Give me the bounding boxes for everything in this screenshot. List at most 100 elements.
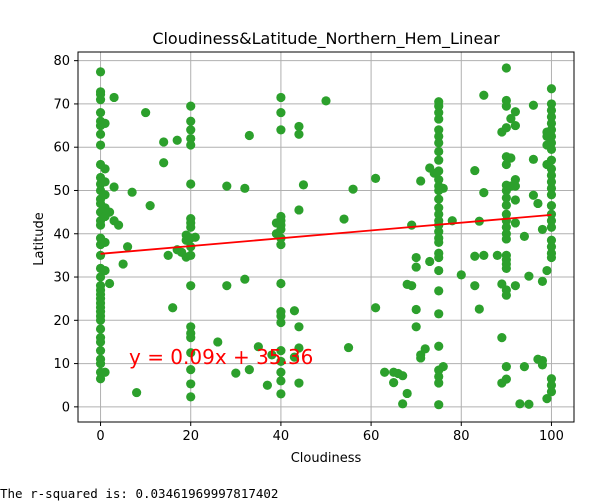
scatter-point: [542, 394, 552, 404]
scatter-point: [186, 333, 196, 343]
r-squared-output: The r-squared is: 0.03461969997817402: [0, 486, 279, 501]
scatter-point: [470, 251, 480, 261]
scatter-point: [411, 304, 421, 315]
scatter-point: [222, 281, 232, 291]
regression-line-group: [100, 213, 552, 255]
scatter-point: [546, 177, 557, 187]
x-tick-label: 100: [539, 429, 564, 444]
scatter-point: [501, 200, 511, 210]
scatter-point: [546, 387, 557, 397]
scatter-point: [118, 259, 128, 269]
scatter-point: [501, 63, 511, 73]
scatter-point: [519, 231, 530, 241]
scatter-point: [289, 352, 300, 362]
scatter-point: [546, 216, 557, 226]
scatter-point: [104, 207, 115, 217]
scatter-point: [186, 222, 196, 232]
scatter-point: [434, 138, 444, 148]
scatter-point: [276, 367, 286, 377]
scatter-point: [186, 392, 196, 402]
scatter-point: [546, 118, 557, 129]
x-tick-label: 0: [96, 429, 104, 444]
scatter-point: [510, 218, 520, 228]
scatter-point: [95, 345, 106, 356]
scatter-point: [95, 315, 106, 325]
scatter-point: [434, 194, 444, 204]
scatter-point: [434, 378, 444, 388]
scatter-point: [95, 107, 106, 118]
y-tick-label: 60: [53, 141, 70, 156]
y-tick-label: 80: [53, 54, 70, 69]
scatter-point: [434, 125, 444, 135]
scatter-point: [519, 362, 530, 372]
scatter-point: [434, 265, 444, 276]
scatter-point: [186, 365, 196, 375]
scatter-point: [276, 376, 286, 386]
scatter-point: [276, 125, 286, 135]
scatter-point: [434, 131, 444, 141]
scatter-point: [434, 400, 444, 410]
scatter-point: [100, 190, 110, 200]
scatter-point: [501, 290, 511, 300]
scatter-point: [434, 237, 444, 248]
scatter-point: [546, 183, 557, 193]
scatter-point: [294, 121, 304, 132]
scatter-point: [546, 125, 557, 135]
scatter-point: [501, 263, 511, 273]
scatter-point: [109, 92, 119, 103]
scatter-point: [100, 265, 110, 276]
scatter-point: [546, 155, 557, 165]
scatter-point: [510, 175, 520, 185]
scatter-point: [474, 304, 484, 314]
scatter-point: [501, 209, 511, 219]
scatter-point: [186, 133, 196, 144]
scatter-point: [546, 144, 557, 154]
y-tick-label: 40: [53, 227, 70, 242]
scatter-point: [470, 281, 480, 291]
scatter-point: [190, 232, 200, 242]
scatter-point: [172, 135, 182, 145]
scatter-point: [294, 205, 304, 215]
scatter-point: [389, 378, 399, 388]
y-tick-label: 70: [53, 97, 70, 112]
scatter-point: [411, 322, 421, 332]
scatter-point: [95, 250, 106, 260]
scatter-point: [95, 324, 106, 334]
scatter-point: [109, 182, 119, 192]
scatter-point: [186, 101, 196, 111]
scatter-point: [276, 345, 286, 356]
scatter-point: [546, 99, 557, 109]
scatter-point: [343, 342, 354, 353]
scatter-point: [411, 262, 421, 272]
scatter-point: [434, 371, 444, 382]
scatter-point: [546, 235, 557, 245]
scatter-point: [95, 220, 106, 230]
axis-ticks: 0 20 40 60 80 100 0 10 20 30 40 50 60 70 80: [53, 54, 563, 444]
scatter-point: [294, 343, 304, 353]
scatter-point: [95, 358, 106, 369]
scatter-point: [434, 252, 444, 263]
scatter-point: [537, 224, 548, 235]
scatter-point: [501, 222, 511, 232]
scatter-point: [240, 183, 250, 193]
scatter-point: [479, 188, 489, 198]
scatter-point: [546, 84, 557, 94]
scatter-point: [398, 371, 408, 381]
scatter-point: [501, 123, 511, 133]
scatter-point: [501, 374, 511, 384]
scatter-point: [434, 146, 444, 157]
scatter-point: [492, 250, 502, 260]
scatter-point: [510, 281, 520, 291]
y-tick-label: 30: [53, 271, 70, 286]
scatter-point: [425, 256, 435, 267]
chart-title: Cloudiness&Latitude_Northern_Hem_Linear: [152, 29, 500, 49]
scatter-point: [510, 181, 520, 191]
scatter-point: [546, 131, 557, 141]
scatter-point: [163, 250, 173, 260]
scatter-point: [123, 242, 133, 252]
scatter-point: [434, 341, 444, 351]
scatter-point: [456, 270, 466, 280]
scatter-point: [501, 193, 511, 203]
scatter-point: [276, 224, 286, 235]
